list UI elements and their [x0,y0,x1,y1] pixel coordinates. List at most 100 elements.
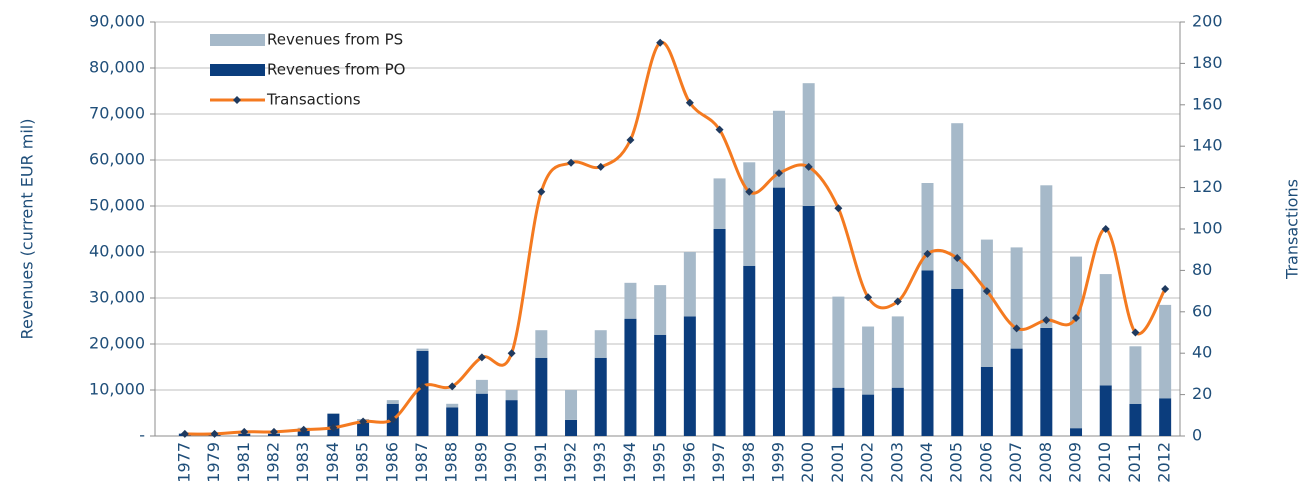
bar-segment [1010,247,1023,349]
marker [596,162,605,171]
marker [210,429,219,438]
marker [359,417,368,426]
bar-segment [386,400,399,404]
marker [1072,314,1081,323]
marker [299,425,308,434]
x-tick-label: 2007 [1006,442,1025,483]
legend-marker [233,96,241,104]
x-tick-label: 2011 [1125,442,1144,483]
marker [1161,285,1170,294]
bar-segment [802,83,815,206]
bar-segment [862,394,875,436]
bar-segment [713,178,726,229]
bar-segment [772,110,785,188]
y2-tick-label: 160 [1192,94,1223,113]
marker [329,423,338,432]
x-tick-label: 1999 [768,442,787,483]
bar-segment [446,403,459,408]
x-tick-label: 1981 [234,442,253,483]
bar-segment [951,288,964,436]
x-tick-label: 1994 [620,442,639,483]
marker [567,158,576,167]
x-tick-label: 1992 [561,442,580,483]
bar-segment [565,419,578,436]
marker [893,297,902,306]
marker [180,429,189,438]
y2-tick-label: 20 [1192,384,1212,403]
bar-segment [1159,398,1172,436]
bar-segment [1159,304,1172,399]
y-tick-label: 10,000 [89,380,145,399]
x-tick-label: 2005 [947,442,966,483]
bar-segment [891,316,904,388]
x-tick-label: 2002 [858,442,877,483]
marker [448,382,457,391]
x-tick-label: 2010 [1095,442,1114,483]
bar-segment [1070,428,1083,436]
bar-segment [862,326,875,395]
bar-segment [921,183,934,271]
bar-segment [535,330,548,358]
bar-segment [980,367,993,436]
y-tick-label: 30,000 [89,288,145,307]
bar-segment [416,348,429,351]
bar-segment [832,296,845,388]
x-tick-label: 2006 [976,442,995,483]
bar-segment [1040,327,1053,436]
bar-segment [1129,403,1142,436]
bar-segment [951,123,964,289]
y-tick-label: 70,000 [89,104,145,123]
bar-segment [713,229,726,436]
bar-segment [475,379,488,394]
y2-tick-label: 60 [1192,301,1212,320]
bar-segment [832,387,845,436]
bar-segment [624,318,637,436]
bar-segment [1070,256,1083,429]
x-tick-label: 1984 [323,442,342,483]
legend-label: Revenues from PO [267,61,405,79]
marker [1131,328,1140,337]
bar-segment [1099,274,1112,386]
bar-segment [654,285,667,335]
bar-segment [802,206,815,436]
legend-label: Revenues from PS [267,31,403,49]
x-tick-label: 1986 [382,442,401,483]
x-tick-label: 2000 [798,442,817,483]
marker [834,204,843,213]
x-tick-label: 2001 [828,442,847,483]
marker [507,349,516,358]
y2-axis-label: Transactions [1283,179,1302,280]
x-tick-label: 1993 [590,442,609,483]
marker [982,287,991,296]
x-tick-label: 1995 [650,442,669,483]
bar-segment [1040,185,1053,328]
marker [388,415,397,424]
y-tick-label: - [139,426,145,445]
bar-segment [1099,385,1112,436]
bar-segment [980,239,993,367]
x-tick-label: 2008 [1036,442,1055,483]
x-tick-label: 1987 [412,442,431,483]
x-tick-label: 1996 [679,442,698,483]
x-tick-label: 1985 [353,442,372,483]
bar-segment [505,400,518,436]
marker [418,382,427,391]
y-tick-label: 60,000 [89,150,145,169]
y-tick-label: 20,000 [89,334,145,353]
marker [685,98,694,107]
marker [656,38,665,47]
marker [804,162,813,171]
marker [774,169,783,178]
bar-segment [416,350,429,436]
bar-segment [446,407,459,436]
x-tick-label: 2012 [1155,442,1174,483]
y2-tick-label: 140 [1192,136,1223,155]
x-tick-label: 1983 [293,442,312,483]
marker [745,187,754,196]
bar-segment [565,390,578,420]
marker [537,187,546,196]
bar-segment [594,357,607,436]
x-tick-label: 2009 [1066,442,1085,483]
bar-segment [743,162,756,266]
